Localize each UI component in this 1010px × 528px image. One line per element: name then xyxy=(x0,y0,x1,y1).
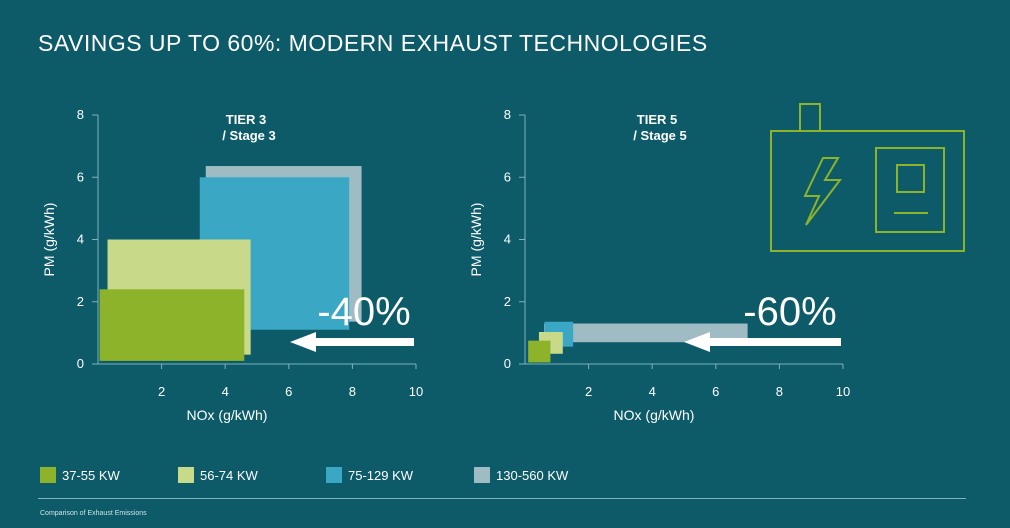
x-tick-label: 6 xyxy=(712,384,719,399)
legend-swatch xyxy=(40,467,56,483)
y-tick-label: 8 xyxy=(77,107,84,122)
x-tick-label: 10 xyxy=(409,384,423,399)
panel-title-line: TIER 5 xyxy=(637,112,677,127)
footer-divider xyxy=(38,498,966,499)
x-tick-label: 4 xyxy=(649,384,656,399)
series-box-37-55-kw xyxy=(528,340,551,363)
footer-caption: Comparison of Exhaust Emissions xyxy=(40,510,147,517)
y-axis-label: PM (g/kWh) xyxy=(41,203,57,277)
generator-icon xyxy=(770,103,965,252)
legend-item-56-74: 56-74 KW xyxy=(178,467,258,483)
icon-panel xyxy=(875,147,945,233)
y-axis-label: PM (g/kWh) xyxy=(468,203,484,277)
arrow-head-icon xyxy=(684,332,710,352)
y-tick-label: 6 xyxy=(504,169,511,184)
chart-panel-2: 0 2 4 6 8 2 4 6 8 10 NOx (g/kWh) PM (g/kWh) TIER 5/ … xyxy=(468,107,850,423)
legend-item-37-55: 37-55 KW xyxy=(40,467,120,483)
y-tick-label: 2 xyxy=(504,294,511,309)
page-title: SAVINGS UP TO 60%: MODERN EXHAUST TECHNO… xyxy=(38,30,708,56)
legend-swatch xyxy=(178,467,194,483)
lightning-icon xyxy=(803,157,843,226)
x-tick-label: 2 xyxy=(585,384,592,399)
panel-title-line: / Stage 5 xyxy=(633,128,686,143)
x-tick-label: 8 xyxy=(776,384,783,399)
arrow-head-icon xyxy=(290,332,316,352)
legend-label: 37-55 KW xyxy=(62,467,120,483)
chart-panel-1: 0 2 4 6 8 2 4 6 8 10 NOx (g/kWh) PM (g/kWh) TIER 3/ … xyxy=(41,107,423,423)
y-tick-label: 6 xyxy=(77,169,84,184)
reduction-annotation: -40% xyxy=(317,290,410,334)
x-axis-label: NOx (g/kWh) xyxy=(614,407,695,423)
icon-body xyxy=(770,130,965,252)
legend-label: 130-560 KW xyxy=(496,467,569,483)
legend-item-130-560: 130-560 KW xyxy=(474,467,568,483)
icon-display xyxy=(896,164,925,193)
panel-title-line: TIER 3 xyxy=(226,112,266,127)
x-tick-label: 8 xyxy=(349,384,356,399)
y-tick-label: 4 xyxy=(77,232,84,247)
y-tick-label: 0 xyxy=(77,356,84,371)
y-tick-label: 4 xyxy=(504,232,511,247)
reduction-annotation: -60% xyxy=(743,290,836,334)
legend: 37-55 KW 56-74 KW 75-129 KW 130-560 KW xyxy=(38,467,978,487)
panel-title-line: / Stage 3 xyxy=(222,128,275,143)
legend-label: 75-129 KW xyxy=(348,467,414,483)
x-tick-label: 2 xyxy=(158,384,165,399)
series-box-37-55-kw xyxy=(99,289,245,361)
x-tick-label: 4 xyxy=(222,384,229,399)
x-axis-label: NOx (g/kWh) xyxy=(187,407,268,423)
y-tick-label: 8 xyxy=(504,107,511,122)
legend-item-75-129: 75-129 KW xyxy=(326,467,413,483)
y-tick-label: 0 xyxy=(504,356,511,371)
legend-swatch xyxy=(474,467,490,483)
icon-chimney xyxy=(799,103,821,132)
legend-label: 56-74 KW xyxy=(200,467,258,483)
legend-swatch xyxy=(326,467,342,483)
y-tick-label: 2 xyxy=(77,294,84,309)
x-tick-label: 6 xyxy=(285,384,292,399)
x-tick-label: 10 xyxy=(836,384,850,399)
